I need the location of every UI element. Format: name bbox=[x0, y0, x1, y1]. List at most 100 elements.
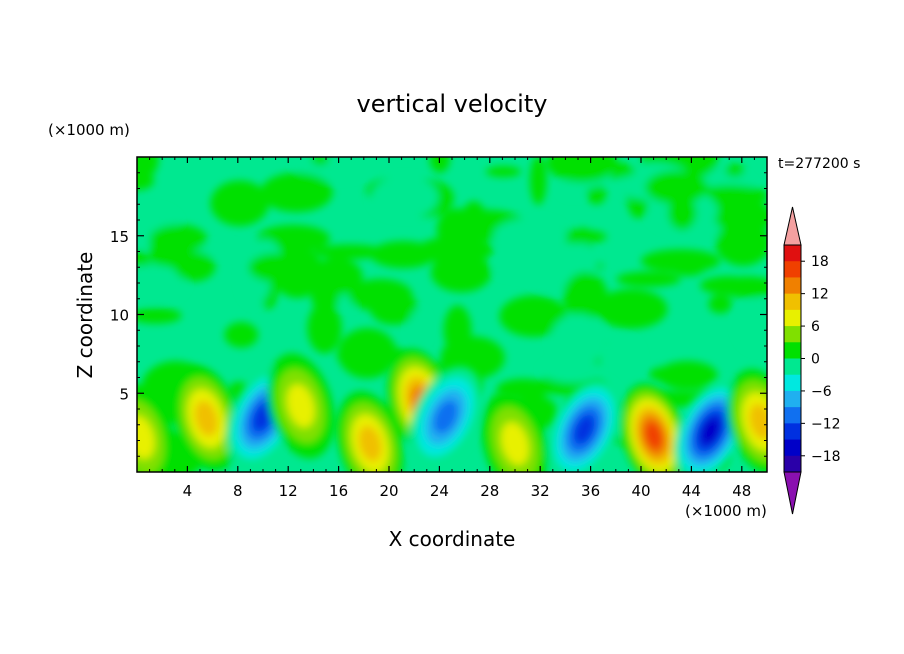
texture-patch bbox=[629, 198, 648, 219]
y-tick-label: 5 bbox=[119, 385, 129, 403]
texture-patch bbox=[313, 244, 387, 260]
colorbar-segment bbox=[784, 407, 801, 424]
texture-patch bbox=[641, 249, 721, 273]
contour-level bbox=[644, 421, 663, 450]
contour-level bbox=[573, 414, 596, 445]
texture-patch bbox=[224, 322, 259, 348]
contour-level bbox=[433, 399, 459, 434]
texture-patch bbox=[546, 157, 618, 183]
y-tick-label: 15 bbox=[110, 228, 129, 246]
x-unit-label: (×1000 m) bbox=[685, 502, 767, 520]
y-axis-ticks: 5 10 15 bbox=[110, 172, 767, 457]
texture-patch bbox=[600, 336, 642, 386]
texture-patch bbox=[586, 182, 606, 205]
contour-level bbox=[358, 425, 382, 462]
colorbar-segment bbox=[784, 455, 801, 473]
texture-patch bbox=[541, 358, 604, 383]
texture-patch bbox=[371, 176, 439, 218]
colorbar-tick-label: 6 bbox=[811, 319, 820, 335]
velocity-cell bbox=[727, 369, 767, 472]
colorbar-tick-label: −6 bbox=[811, 384, 832, 400]
velocity-cell bbox=[409, 366, 483, 468]
x-tick-label: 28 bbox=[480, 482, 499, 500]
velocity-cell bbox=[547, 379, 621, 472]
texture-patch bbox=[149, 224, 207, 254]
velocity-cell bbox=[172, 366, 240, 471]
texture-patch bbox=[645, 170, 708, 205]
texture-patch bbox=[725, 164, 745, 177]
x-tick-label: 16 bbox=[329, 482, 348, 500]
colorbar-segment bbox=[784, 309, 801, 327]
texture-patch bbox=[550, 314, 606, 367]
x-tick-label: 20 bbox=[379, 482, 398, 500]
colorbar-under-triangle bbox=[783, 471, 802, 515]
texture-patch bbox=[616, 271, 681, 287]
texture-patch bbox=[460, 201, 488, 247]
texture-patch bbox=[210, 180, 269, 226]
texture-patch bbox=[137, 307, 182, 324]
chart-title: vertical velocity bbox=[357, 90, 548, 118]
colorbar-tick-label: 0 bbox=[811, 352, 820, 368]
time-label: t=277200 s bbox=[778, 156, 860, 172]
x-axis-label: X coordinate bbox=[389, 527, 516, 551]
texture-patch bbox=[493, 257, 562, 278]
contour-level bbox=[137, 415, 155, 459]
texture-patch bbox=[530, 157, 547, 205]
texture-patch bbox=[443, 305, 472, 355]
x-tick-label: 4 bbox=[183, 482, 193, 500]
velocity-cell bbox=[673, 380, 747, 472]
texture-patch bbox=[348, 279, 413, 312]
colorbar-tick-label: 18 bbox=[811, 254, 829, 270]
texture-patch bbox=[499, 295, 568, 337]
colorbar-segment bbox=[784, 293, 801, 311]
colorbar-segment bbox=[784, 245, 801, 262]
x-tick-label: 36 bbox=[581, 482, 600, 500]
texture-patch bbox=[429, 157, 450, 173]
colorbar-over-triangle bbox=[783, 206, 802, 246]
x-tick-label: 48 bbox=[732, 482, 751, 500]
texture-patch bbox=[700, 276, 757, 295]
texture-patch bbox=[715, 220, 767, 266]
y-tick-label: 10 bbox=[110, 307, 129, 325]
contour-level bbox=[286, 384, 315, 428]
texture-patch bbox=[311, 157, 329, 166]
x-tick-label: 32 bbox=[531, 482, 550, 500]
texture-patch bbox=[595, 289, 668, 329]
colorbar: 18 12 6 0 −6 −12 −18 bbox=[783, 206, 841, 515]
texture-patch bbox=[736, 299, 767, 351]
velocity-cell bbox=[481, 391, 549, 472]
texture-patch bbox=[708, 294, 732, 314]
velocity-cells bbox=[137, 348, 767, 472]
x-tick-label: 44 bbox=[682, 482, 701, 500]
texture-patch bbox=[309, 257, 363, 296]
colorbar-segment bbox=[784, 423, 801, 441]
x-axis-ticks: 4 8 12 16 20 24 28 32 36 40 44 48 bbox=[149, 157, 755, 500]
texture-patch bbox=[409, 309, 428, 345]
velocity-cell bbox=[620, 383, 688, 472]
texture-patch bbox=[260, 172, 333, 213]
colorbar-segment bbox=[784, 277, 801, 295]
texture-patch bbox=[248, 253, 301, 283]
texture-patch bbox=[667, 195, 697, 230]
colorbar-segment bbox=[784, 390, 801, 408]
velocity-cell bbox=[267, 353, 335, 459]
x-tick-label: 12 bbox=[279, 482, 298, 500]
y-unit-label: (×1000 m) bbox=[48, 121, 130, 139]
texture-patch bbox=[370, 241, 437, 269]
x-tick-label: 40 bbox=[631, 482, 650, 500]
colorbar-tick-label: 12 bbox=[811, 287, 829, 303]
colorbar-tick-label: −18 bbox=[811, 449, 841, 465]
colorbar-segment bbox=[784, 439, 801, 457]
velocity-cell bbox=[137, 384, 175, 472]
x-tick-label: 8 bbox=[233, 482, 243, 500]
texture-patch bbox=[137, 264, 186, 302]
colorbar-segment bbox=[784, 261, 801, 278]
colorbar-segment bbox=[784, 358, 801, 376]
texture-patch bbox=[493, 218, 567, 254]
y-axis-label: Z coordinate bbox=[73, 252, 97, 379]
texture-patch bbox=[346, 334, 375, 372]
texture-patch bbox=[307, 302, 342, 354]
colorbar-segment bbox=[784, 342, 801, 359]
contour-field bbox=[137, 157, 767, 472]
